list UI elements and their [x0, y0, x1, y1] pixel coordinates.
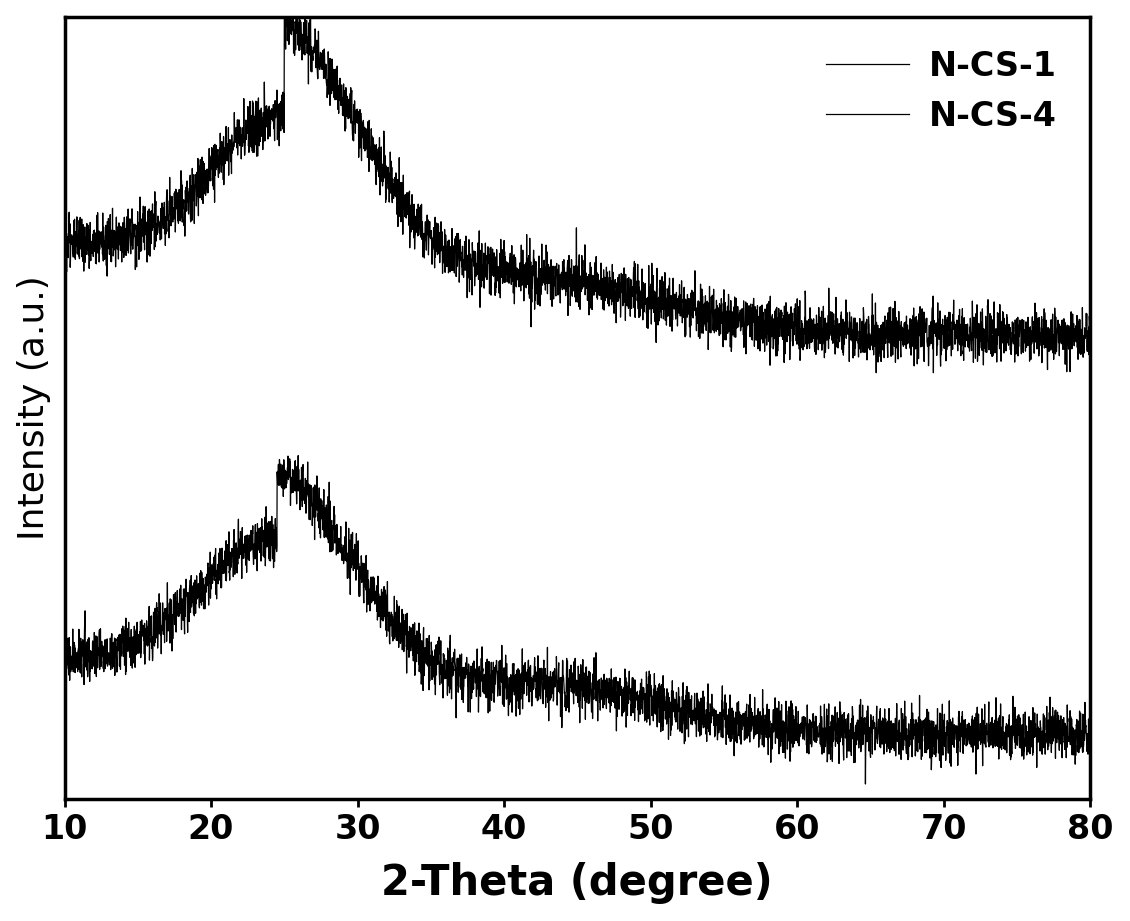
- N-CS-1: [497, 266, 511, 277]
- N-CS-4: [292, 450, 305, 461]
- N-CS-4: [1052, 740, 1066, 751]
- Legend: N-CS-1, N-CS-4: N-CS-1, N-CS-4: [809, 33, 1074, 149]
- N-CS-4: [489, 672, 503, 683]
- N-CS-1: [1052, 319, 1066, 330]
- N-CS-4: [546, 671, 559, 682]
- N-CS-1: [489, 287, 503, 298]
- Y-axis label: Intensity (a.u.): Intensity (a.u.): [17, 275, 51, 541]
- N-CS-1: [1084, 340, 1097, 351]
- N-CS-4: [859, 778, 872, 789]
- Line: N-CS-4: N-CS-4: [64, 456, 1090, 784]
- N-CS-4: [58, 662, 71, 673]
- N-CS-4: [497, 681, 511, 692]
- X-axis label: 2-Theta (degree): 2-Theta (degree): [382, 862, 773, 904]
- N-CS-1: [282, 0, 296, 7]
- N-CS-4: [1001, 719, 1015, 730]
- N-CS-1: [1001, 336, 1015, 347]
- N-CS-1: [58, 206, 71, 217]
- N-CS-1: [803, 332, 817, 344]
- N-CS-1: [927, 367, 940, 379]
- N-CS-1: [546, 301, 559, 312]
- N-CS-4: [803, 729, 817, 740]
- Line: N-CS-1: N-CS-1: [64, 2, 1090, 373]
- N-CS-4: [1084, 726, 1097, 737]
